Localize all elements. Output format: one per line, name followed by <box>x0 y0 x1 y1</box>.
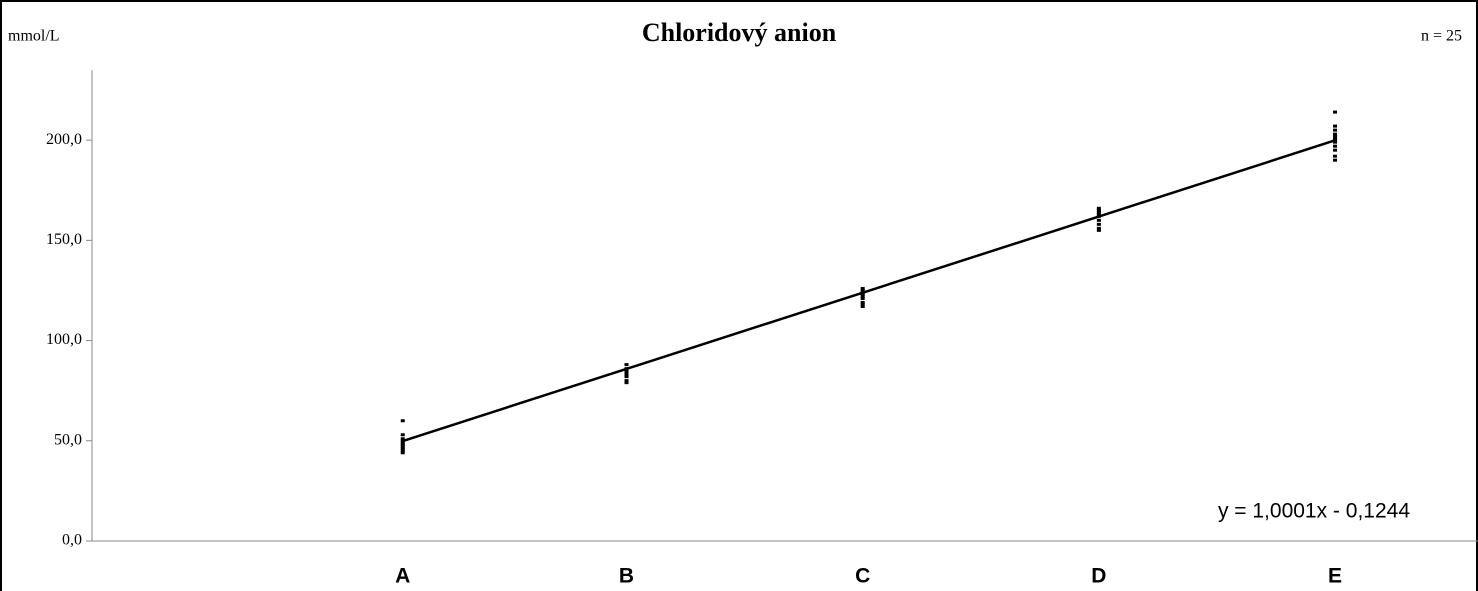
point <box>1333 134 1338 138</box>
point <box>1333 136 1338 140</box>
point <box>1096 208 1101 212</box>
point <box>624 381 629 385</box>
point <box>860 305 865 309</box>
point <box>860 292 865 296</box>
point <box>624 371 629 375</box>
point <box>1096 214 1101 218</box>
point <box>860 296 865 300</box>
point <box>400 419 405 423</box>
point <box>400 433 405 437</box>
point <box>1333 144 1338 148</box>
point <box>860 294 865 298</box>
point <box>400 447 405 451</box>
point <box>624 363 629 367</box>
y-tick-label: 50,0 <box>54 431 82 448</box>
point <box>1096 222 1101 226</box>
point <box>860 286 865 290</box>
x-tick-label: A <box>395 565 410 588</box>
point <box>624 369 629 373</box>
y-tick-label: 0,0 <box>62 532 82 549</box>
point <box>400 441 405 445</box>
point <box>624 375 629 379</box>
x-tick-label: E <box>1328 565 1342 588</box>
point <box>400 445 405 449</box>
point <box>400 439 405 443</box>
point <box>860 302 865 306</box>
y-tick-label: 150,0 <box>46 231 82 248</box>
point <box>1096 212 1101 216</box>
point <box>1096 228 1101 232</box>
point <box>624 367 629 371</box>
point <box>860 300 865 304</box>
x-tick-label: B <box>619 565 634 588</box>
trend-equation: y = 1,0001x - 0,1244 <box>1218 500 1410 523</box>
point <box>1333 128 1338 132</box>
y-tick-label: 200,0 <box>46 131 82 148</box>
point <box>1333 110 1338 114</box>
point <box>400 451 405 455</box>
point <box>1333 124 1338 128</box>
point <box>1333 158 1338 162</box>
y-tick-label: 100,0 <box>46 331 82 348</box>
point <box>624 373 629 377</box>
point <box>1333 132 1338 136</box>
point <box>1096 206 1101 210</box>
point <box>1096 210 1101 214</box>
count-label: n = 25 <box>1421 28 1462 45</box>
y-unit: mmol/L <box>8 28 60 45</box>
point <box>1333 148 1338 152</box>
point <box>624 379 629 383</box>
point <box>1096 226 1101 230</box>
point <box>1333 154 1338 158</box>
point <box>1333 138 1338 142</box>
point <box>860 290 865 294</box>
trend-line <box>402 139 1336 443</box>
x-tick-label: C <box>855 565 870 588</box>
point <box>400 443 405 447</box>
point <box>1096 218 1101 222</box>
point <box>400 437 405 441</box>
point <box>400 449 405 453</box>
x-tick-label: D <box>1091 565 1106 588</box>
chart-title: Chloridový anion <box>642 18 837 47</box>
point <box>1333 140 1338 144</box>
point <box>860 288 865 292</box>
